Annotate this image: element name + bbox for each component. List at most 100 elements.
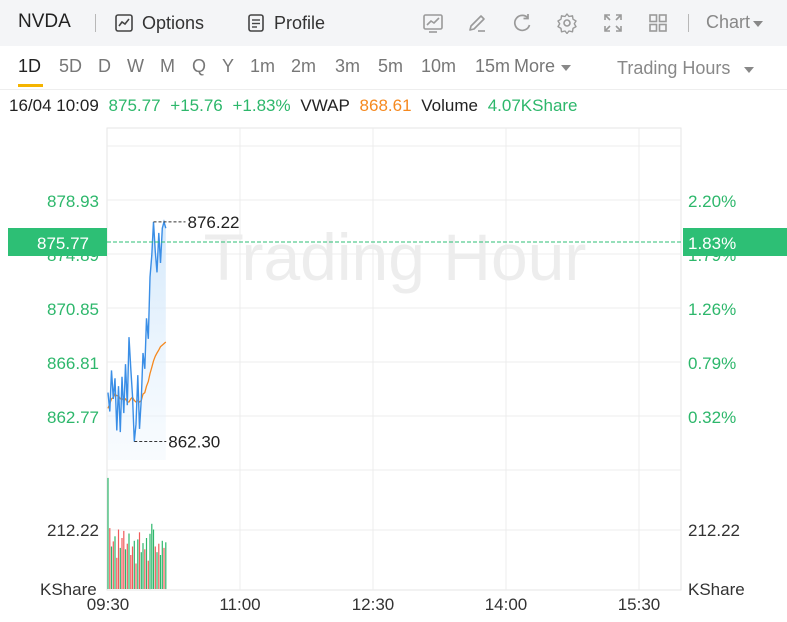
volume-bar [138, 532, 141, 589]
tab-w[interactable]: W [127, 56, 144, 76]
tab-d[interactable]: D [98, 56, 111, 76]
session-dropdown[interactable]: Trading Hours [617, 58, 755, 79]
price-axis-label: 862.77 [47, 408, 99, 427]
high-price-label: 876.22 [188, 213, 240, 232]
volume-bar [142, 543, 144, 589]
volume-unit-right: KShare [688, 580, 745, 599]
indicator-button[interactable] [421, 11, 445, 35]
volume-bar [123, 530, 125, 589]
chart-type-label: Chart [706, 12, 751, 32]
volume-bar [121, 538, 123, 589]
options-button[interactable]: Options [114, 9, 204, 37]
volume-bar [144, 549, 146, 589]
volume-axis-label: 212.22 [47, 521, 99, 540]
draw-button[interactable] [465, 11, 489, 35]
volume-bar [151, 523, 153, 589]
pct-axis-label: 0.79% [688, 354, 736, 373]
active-tab-indicator [18, 84, 43, 87]
chart-watermark: Trading Hour [204, 220, 587, 294]
toolbar-divider [95, 14, 96, 32]
tab-2m[interactable]: 2m [291, 56, 317, 76]
volume-bar [163, 547, 165, 589]
options-chart-icon [114, 13, 134, 33]
time-axis-label: 12:30 [352, 595, 395, 614]
chart-type-dropdown[interactable]: Chart [706, 12, 764, 33]
pencil-icon [469, 15, 485, 32]
tab-5m[interactable]: 5m [378, 56, 404, 76]
tab-y[interactable]: Y [222, 56, 235, 76]
volume-bar [128, 533, 130, 589]
volume-bar [124, 549, 127, 589]
low-price-label: 862.30 [168, 433, 220, 452]
price-area-fill [108, 221, 166, 460]
grid-layout-icon [649, 14, 667, 32]
volume-bar [133, 540, 135, 589]
volume-label: Volume [421, 96, 478, 115]
more-periods-dropdown[interactable]: More [514, 56, 572, 77]
chevron-down-icon [561, 64, 572, 71]
percent-axis: 2.20% 1.79% 1.26% 0.79% 0.32% [688, 192, 736, 427]
profile-document-icon [246, 13, 266, 33]
price-axis-label: 866.81 [47, 354, 99, 373]
chevron-down-icon [744, 66, 755, 73]
volume-bar [140, 552, 142, 589]
time-axis-label: 09:30 [87, 595, 130, 614]
fullscreen-icon [604, 14, 622, 32]
tab-m[interactable]: M [160, 56, 175, 76]
pct-axis-label: 0.32% [688, 408, 736, 427]
time-axis-label: 11:00 [219, 595, 260, 614]
tab-15m[interactable]: 15m [475, 56, 511, 76]
quote-datetime: 16/04 10:09 [9, 96, 99, 115]
volume-value: 4.07KShare [487, 96, 578, 115]
volume-bar [117, 529, 120, 589]
tab-5d[interactable]: 5D [59, 56, 83, 76]
current-pct-tag-text: 1.83% [688, 234, 736, 253]
time-axis-label: 15:30 [618, 595, 661, 614]
profile-label: Profile [274, 12, 326, 33]
volume-bar [110, 546, 113, 589]
tab-q[interactable]: Q [192, 56, 207, 76]
layout-button[interactable] [646, 11, 670, 35]
settings-button[interactable] [555, 11, 579, 35]
tab-1d[interactable]: 1D [18, 56, 42, 76]
volume-bar [109, 528, 111, 589]
quote-info-line: 16/04 10:09 875.77 +15.76 +1.83% VWAP 86… [9, 96, 583, 116]
chevron-down-icon [753, 20, 764, 27]
volume-bar [131, 546, 134, 589]
fullscreen-button[interactable] [601, 11, 625, 35]
refresh-button[interactable] [510, 11, 534, 35]
vwap-value: 868.61 [359, 96, 412, 115]
volume-bar [165, 542, 167, 590]
profile-button[interactable]: Profile [246, 9, 325, 37]
volume-bar [154, 546, 156, 589]
volume-bar [112, 541, 114, 589]
volume-bar [152, 529, 155, 589]
volume-bar [158, 543, 160, 589]
more-label: More [514, 56, 556, 76]
tab-3m[interactable]: 3m [335, 56, 361, 76]
volume-bar [135, 563, 137, 589]
quote-change: +15.76 [170, 96, 223, 115]
stock-symbol: NVDA [18, 11, 71, 32]
vwap-label: VWAP [300, 96, 350, 115]
intraday-chart[interactable]: Trading Hour 878.93 874.89 870.85 866.81… [0, 118, 787, 622]
volume-bar [137, 539, 139, 589]
volume-bar [116, 557, 118, 589]
volume-bar [156, 552, 158, 589]
tab-10m[interactable]: 10m [421, 56, 457, 76]
price-line [107, 219, 167, 442]
options-label: Options [142, 12, 205, 33]
gear-icon [557, 13, 577, 34]
pct-axis-label: 2.20% [688, 192, 736, 211]
current-pct-tag [683, 228, 787, 256]
chart-grid [106, 127, 682, 591]
session-label: Trading Hours [617, 58, 731, 78]
price-axis: 878.93 874.89 870.85 866.81 862.77 [47, 192, 99, 427]
toolbar-divider [688, 14, 689, 32]
tab-1m[interactable]: 1m [250, 56, 276, 76]
volume-bars [107, 477, 167, 590]
price-axis-label: 878.93 [47, 192, 99, 211]
volume-unit-left: KShare [40, 580, 97, 599]
current-price-tag [8, 228, 107, 256]
pct-axis-label: 1.26% [688, 300, 736, 319]
